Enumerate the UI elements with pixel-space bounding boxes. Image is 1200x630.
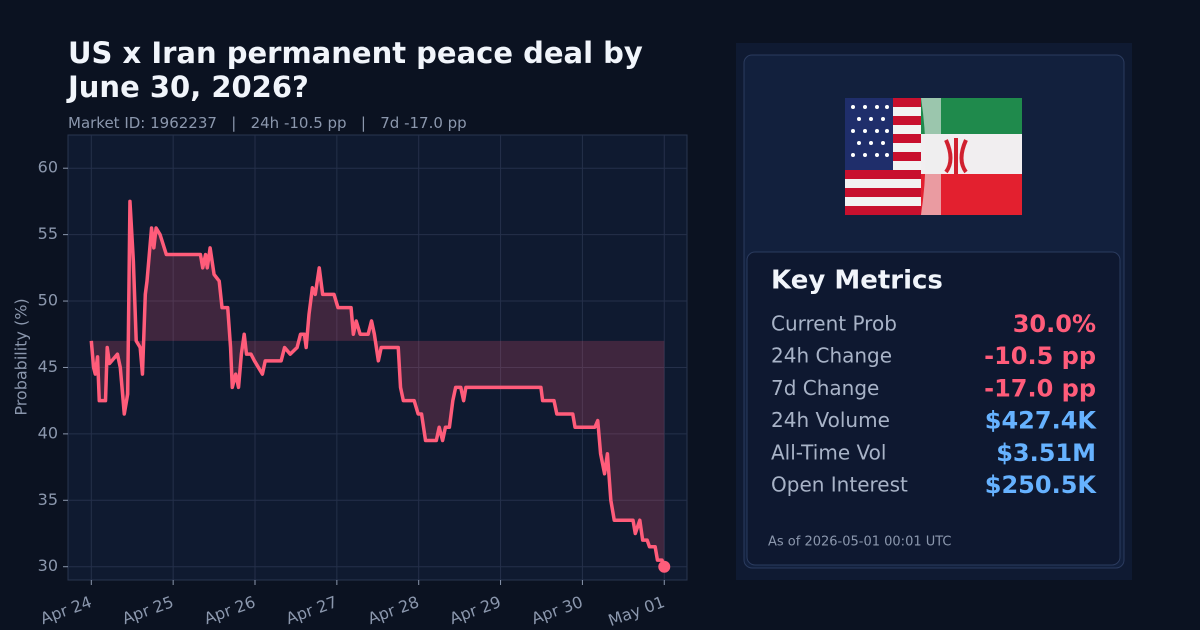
metric-label: 24h Volume (771, 408, 890, 432)
y-tick-label: 40 (38, 423, 58, 442)
metric-value: $3.51M (996, 439, 1096, 467)
y-tick-label: 45 (38, 357, 58, 376)
metric-label: 7d Change (771, 376, 879, 400)
metrics-list: Current Prob 30.0% 24h Change -10.5 pp 7d Ch… (771, 310, 1097, 499)
metric-label: Current Prob (771, 312, 897, 336)
metric-label: All-Time Vol (771, 440, 886, 464)
x-tick-label: Apr 30 (529, 592, 585, 628)
metric-label: Open Interest (771, 473, 908, 497)
as-of: As of 2026-05-01 00:01 UTC (768, 535, 952, 550)
chart-title: US x Iran permanent peace deal by June 3… (68, 36, 643, 104)
flag-image (845, 98, 1022, 215)
x-tick-label: Apr 24 (38, 592, 94, 628)
x-tick-label: Apr 25 (120, 592, 176, 628)
y-tick-label: 35 (38, 490, 58, 509)
y-axis-label: Probability (%) (12, 298, 31, 415)
x-tick-label: May 01 (606, 592, 667, 630)
y-tick-label: 55 (38, 224, 58, 243)
metric-value: $427.4K (985, 407, 1098, 435)
metrics-card (746, 251, 1121, 566)
area-fill (91, 201, 665, 567)
end-point (658, 560, 671, 573)
x-tick-label: Apr 28 (365, 592, 421, 628)
line (89, 199, 666, 568)
x-tick-label: Apr 29 (447, 592, 503, 628)
metric-value: $250.5K (985, 471, 1098, 499)
metric-value: -10.5 pp (984, 342, 1096, 370)
chart-subtitle: Market ID: 1962237 | 24h -10.5 pp | 7d -… (68, 114, 467, 132)
metric-value: 30.0% (1013, 310, 1096, 338)
x-tick-label: Apr 27 (283, 592, 339, 628)
y-tick-label: 60 (38, 158, 58, 177)
metric-label: 24h Change (771, 344, 892, 368)
x-tick-label: Apr 26 (201, 592, 257, 628)
metric-value: -17.0 pp (984, 374, 1096, 402)
metrics-title: Key Metrics (771, 266, 943, 296)
y-tick-label: 50 (38, 291, 58, 310)
y-tick-label: 30 (38, 556, 58, 575)
